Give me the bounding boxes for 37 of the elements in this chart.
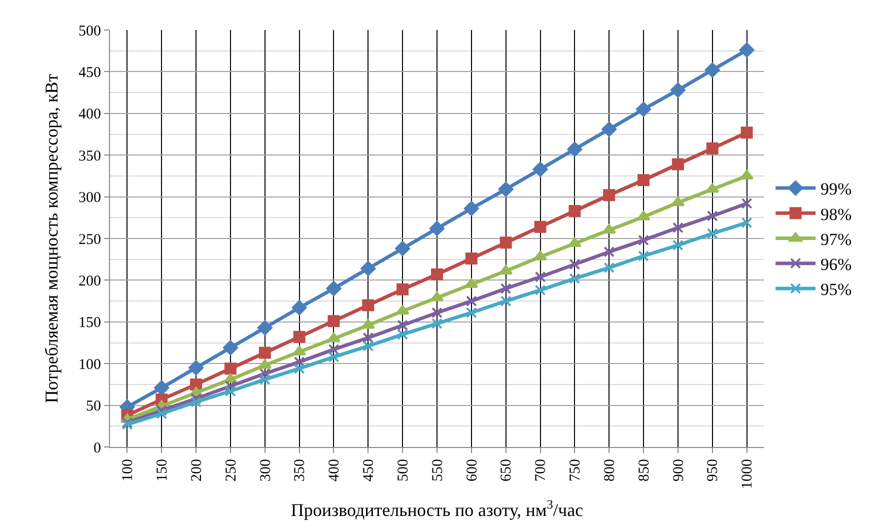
- x-axis-title: Производительность по азоту, нм$^{3}$/час: [290, 498, 584, 520]
- y-tick-label: 200: [78, 273, 101, 290]
- legend-label: 95%: [820, 280, 852, 300]
- x-tick-label: 300: [258, 459, 274, 482]
- x-tick-label: 1000: [740, 459, 756, 489]
- x-tick-label: 900: [670, 459, 687, 482]
- x-tick-label: 950: [705, 459, 722, 482]
- x-tick-label: 200: [188, 459, 205, 482]
- x-tick-label: 250: [223, 459, 240, 482]
- x-tick-label: 700: [533, 459, 550, 482]
- x-tick-label: 150: [154, 459, 171, 482]
- y-tick-label: 100: [78, 356, 101, 373]
- y-tick-label: 50: [86, 398, 101, 415]
- y-tick-label: 400: [78, 106, 101, 123]
- x-tick-label: 450: [361, 459, 378, 482]
- x-tick-label: 400: [326, 459, 343, 482]
- x-tick-label: 800: [602, 459, 618, 482]
- x-tick-label: 550: [430, 459, 446, 482]
- y-tick-label: 250: [78, 232, 101, 248]
- y-tick-label: 500: [78, 23, 101, 40]
- y-axis-title: Потребляемая мощность компрессора, кВт: [42, 74, 62, 404]
- y-tick-label: 350: [78, 148, 101, 164]
- x-tick-label: 650: [498, 459, 515, 482]
- x-tick-label: 350: [292, 459, 308, 482]
- x-tick-label: 500: [395, 459, 412, 482]
- legend-label: 98%: [820, 204, 852, 224]
- x-tick-label: 850: [636, 459, 652, 482]
- y-tick-label: 0: [94, 440, 101, 456]
- y-tick-label: 450: [78, 64, 101, 81]
- legend-label: 96%: [820, 254, 852, 274]
- x-tick-label: 750: [568, 459, 584, 482]
- x-tick-label: 100: [120, 459, 136, 482]
- x-tick-label: 600: [464, 459, 480, 482]
- legend-label: 99%: [820, 180, 852, 199]
- y-tick-label: 150: [78, 315, 101, 332]
- y-tick-label: 300: [78, 190, 101, 206]
- legend-label: 97%: [820, 230, 852, 249]
